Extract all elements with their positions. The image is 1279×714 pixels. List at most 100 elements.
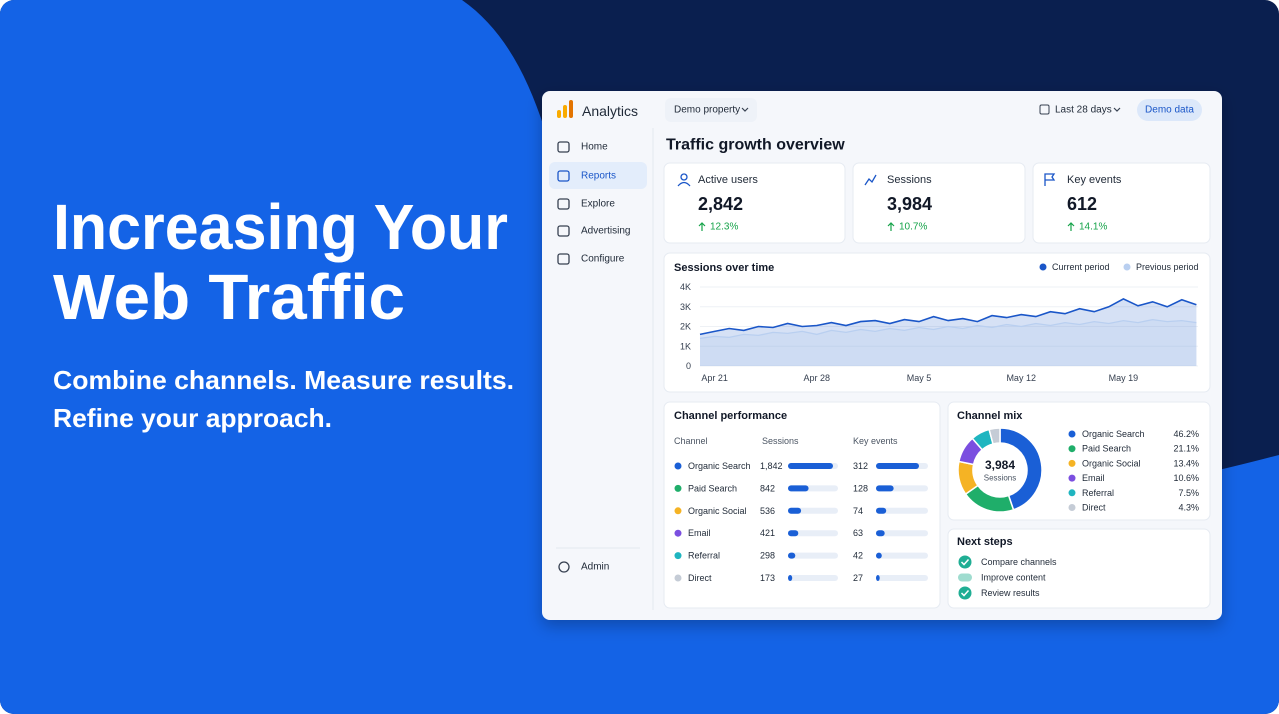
- sessions-value: 842: [760, 483, 775, 493]
- legend-label: Previous period: [1136, 262, 1199, 272]
- hero-subtitle: Combine channels. Measure results.: [53, 365, 514, 395]
- chevron: [741, 107, 749, 112]
- value-label: 13.4%: [1173, 458, 1199, 468]
- legend-dot: [1068, 430, 1076, 438]
- legend-dot: [1068, 459, 1076, 467]
- nav-icon: [557, 198, 570, 210]
- logo-bar: [563, 105, 567, 118]
- nav-item[interactable]: Explore: [581, 199, 615, 210]
- value-label: 4.3%: [1178, 503, 1199, 513]
- value-label: 10.6%: [1173, 473, 1199, 483]
- kpi-label: Key events: [1067, 174, 1122, 186]
- legend-label: Email: [1082, 473, 1105, 483]
- channel-name: Referral: [688, 551, 720, 561]
- key-events-bar: [876, 463, 919, 469]
- up-arrow: [698, 222, 706, 231]
- check-icon: [958, 586, 972, 600]
- x-tick-label: Apr 21: [701, 373, 728, 383]
- channel-dot: [674, 462, 682, 470]
- nav-item[interactable]: Admin: [581, 562, 609, 573]
- sessions-bar: [788, 507, 802, 514]
- kpi-value: 612: [1067, 194, 1097, 214]
- channel-name: Paid Search: [688, 483, 737, 493]
- steps-title: Next steps: [957, 536, 1013, 548]
- sessions-value: 536: [760, 506, 775, 516]
- series-area: [700, 319, 1197, 366]
- badge: [1137, 99, 1202, 121]
- chart-card: [663, 252, 1211, 393]
- logo-bar: [557, 110, 561, 118]
- channel-dot: [674, 552, 682, 560]
- channel-name: Organic Search: [688, 461, 751, 471]
- sessions-bar: [788, 530, 799, 537]
- series-line: [699, 318, 1197, 340]
- sessions-bar: [788, 485, 809, 492]
- channel-dot: [674, 574, 682, 582]
- channel-dot: [674, 507, 682, 515]
- series-line: [699, 298, 1197, 336]
- nav-item[interactable]: Configure: [581, 254, 625, 265]
- legend-label: Current period: [1052, 262, 1110, 272]
- legend-dot: [1068, 445, 1076, 453]
- date-range[interactable]: Last 28 days: [1055, 105, 1112, 116]
- key-events-bar: [876, 530, 885, 537]
- property-select[interactable]: [665, 98, 757, 122]
- kpi-change: 10.7%: [899, 222, 927, 233]
- nav-item[interactable]: Advertising: [581, 226, 630, 237]
- donut-title: Channel mix: [957, 410, 1023, 422]
- sessions-value: 421: [760, 528, 775, 538]
- step-label[interactable]: Review results: [981, 588, 1040, 598]
- step-label[interactable]: Compare channels: [981, 557, 1057, 567]
- key-events-value: 63: [853, 528, 863, 538]
- legend-dot: [1068, 504, 1076, 511]
- hero-title: Increasing Your: [53, 191, 508, 263]
- column-header: Key events: [853, 436, 898, 446]
- key-events-bar: [876, 485, 894, 492]
- brand: Analytics: [582, 103, 638, 119]
- nav-item[interactable]: Home: [581, 142, 608, 153]
- legend-label: Paid Search: [1082, 444, 1131, 454]
- channel-dot: [674, 529, 682, 537]
- sessions-value: 298: [760, 551, 775, 561]
- up-arrow: [887, 222, 895, 231]
- calendar-icon: [1039, 104, 1050, 115]
- legend-label: Organic Search: [1082, 429, 1145, 439]
- sessions-value: 173: [760, 573, 775, 583]
- step-label[interactable]: Improve content: [981, 573, 1046, 583]
- hero-title: Web Traffic: [53, 261, 405, 333]
- nav-icon: [558, 561, 570, 573]
- kpi-card: [852, 162, 1026, 244]
- up-arrow: [1067, 222, 1075, 231]
- series-area: [700, 298, 1197, 366]
- sessions-value: 1,842: [760, 461, 783, 471]
- legend-dot: [1039, 263, 1047, 271]
- value-label: 46.2%: [1173, 429, 1199, 439]
- key-events-value: 74: [853, 506, 863, 516]
- kpi-card: [1032, 162, 1211, 244]
- users-icon: [680, 173, 688, 181]
- users-icon: [677, 181, 691, 187]
- bar-track: [876, 530, 928, 537]
- kpi-label: Sessions: [887, 174, 932, 186]
- donut-center-label: Sessions: [984, 474, 1016, 483]
- hero-subtitle: Refine your approach.: [53, 403, 332, 433]
- chart-title: Sessions over time: [674, 262, 774, 274]
- table-card: [663, 401, 941, 609]
- x-tick-label: Apr 28: [804, 373, 831, 383]
- x-tick-label: May 12: [1006, 373, 1036, 383]
- channel-name: Email: [688, 528, 711, 538]
- nav-item[interactable]: Reports: [581, 171, 616, 182]
- channel-name: Organic Social: [688, 506, 747, 516]
- nav-icon: [557, 253, 570, 265]
- sessions-bar: [788, 552, 796, 559]
- page-title: Traffic growth overview: [666, 137, 845, 154]
- value-label: 21.1%: [1173, 444, 1199, 454]
- legend-dot: [1123, 263, 1131, 271]
- pending-icon: [958, 573, 972, 582]
- property-label: Demo property: [674, 105, 740, 116]
- column-header: Sessions: [762, 436, 799, 446]
- legend-label: Referral: [1082, 488, 1114, 498]
- y-tick-label: 4K: [680, 282, 691, 292]
- kpi-label: Active users: [698, 174, 758, 186]
